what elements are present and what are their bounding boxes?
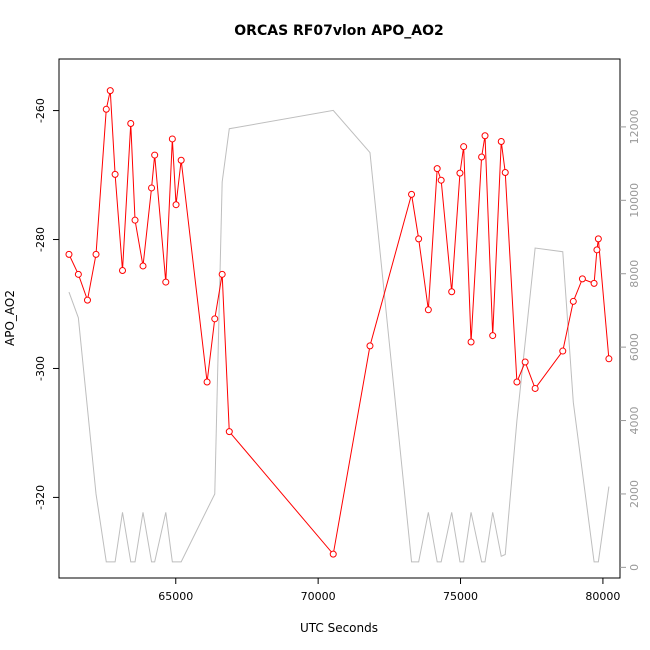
y-axis-left: -260 -280 -300 -320 (34, 98, 59, 510)
apo-data-point (424, 306, 432, 314)
x-axis: 65000 70000 75000 80000 (158, 578, 620, 603)
apo-data-point (218, 270, 226, 278)
apo-data-point (162, 278, 170, 286)
apo-data-point (92, 250, 100, 258)
y2-tick-label: 6000 (628, 333, 641, 361)
apo-data-point (148, 184, 156, 192)
x-tick-label: 80000 (585, 590, 620, 603)
apo-data-point (172, 201, 180, 209)
apo-data-point (83, 296, 91, 304)
apo-data-point (578, 275, 586, 283)
y-tick-label: -280 (34, 227, 47, 252)
y-tick-label: -300 (34, 356, 47, 381)
apo-data-point (456, 169, 464, 177)
apo-data-point (481, 132, 489, 140)
y-tick-label: -320 (34, 485, 47, 510)
apo-data-point (151, 151, 159, 159)
apo-data-point (119, 266, 127, 274)
y2-tick-label: 4000 (628, 407, 641, 435)
apo-data-point (593, 246, 601, 254)
apo-data-point (569, 297, 577, 305)
apo-data-point (168, 135, 176, 143)
apo-data-point (590, 279, 598, 287)
y-axis-right: 0 2000 4000 6000 8000 10000 12000 (620, 109, 641, 571)
axes-group: 65000 70000 75000 80000 -260 -280 -300 -320 0 2… (34, 98, 641, 603)
apo-data-point (559, 347, 567, 355)
apo-data-point (460, 143, 468, 151)
apo-data-point (225, 428, 233, 436)
apo-data-point (605, 355, 613, 363)
apo-data-point (531, 384, 539, 392)
y2-tick-label: 10000 (628, 183, 641, 218)
y2-tick-label: 0 (628, 564, 641, 571)
apo-data-point (139, 262, 147, 270)
chart-title: ORCAS RF07vlon APO_AO2 (234, 23, 443, 39)
apo-data-point (127, 119, 135, 127)
apo-data-point (467, 338, 475, 346)
apo-data-point (408, 190, 416, 198)
apo-data-point (211, 315, 219, 323)
x-tick-label: 65000 (158, 590, 193, 603)
apo-data-point (74, 270, 82, 278)
apo-series-line (68, 90, 610, 556)
apo-data-point (65, 250, 73, 258)
x-tick-label: 70000 (301, 590, 336, 603)
apo-data-point (177, 156, 185, 164)
y2-tick-label: 8000 (628, 260, 641, 288)
apo-data-point (106, 87, 114, 95)
apo-data-point (366, 342, 374, 350)
apo-data-point (594, 235, 602, 243)
y-tick-label: -260 (34, 98, 47, 123)
apo-data-point (489, 332, 497, 340)
y2-tick-label: 2000 (628, 480, 641, 508)
apo-data-point (203, 378, 211, 386)
altitude-series-line (68, 109, 610, 563)
y2-tick-label: 12000 (628, 109, 641, 144)
x-tick-label: 75000 (443, 590, 478, 603)
apo-data-point (111, 170, 119, 178)
apo-data-point (521, 358, 529, 366)
series-layer (65, 87, 613, 563)
apo-data-point (497, 138, 505, 146)
apo-data-point (102, 105, 110, 113)
y-axis-title: APO_AO2 (3, 290, 17, 346)
plot-area-frame (58, 58, 621, 579)
apo-data-point (131, 216, 139, 224)
apo-data-point (501, 168, 509, 176)
apo-data-point (478, 153, 486, 161)
apo-data-point (448, 288, 456, 296)
apo-data-point (513, 378, 521, 386)
apo-data-point (433, 165, 441, 173)
apo-data-point (437, 176, 445, 184)
x-axis-title: UTC Seconds (300, 621, 378, 635)
apo-data-point (329, 550, 337, 558)
apo-data-point (415, 235, 423, 243)
